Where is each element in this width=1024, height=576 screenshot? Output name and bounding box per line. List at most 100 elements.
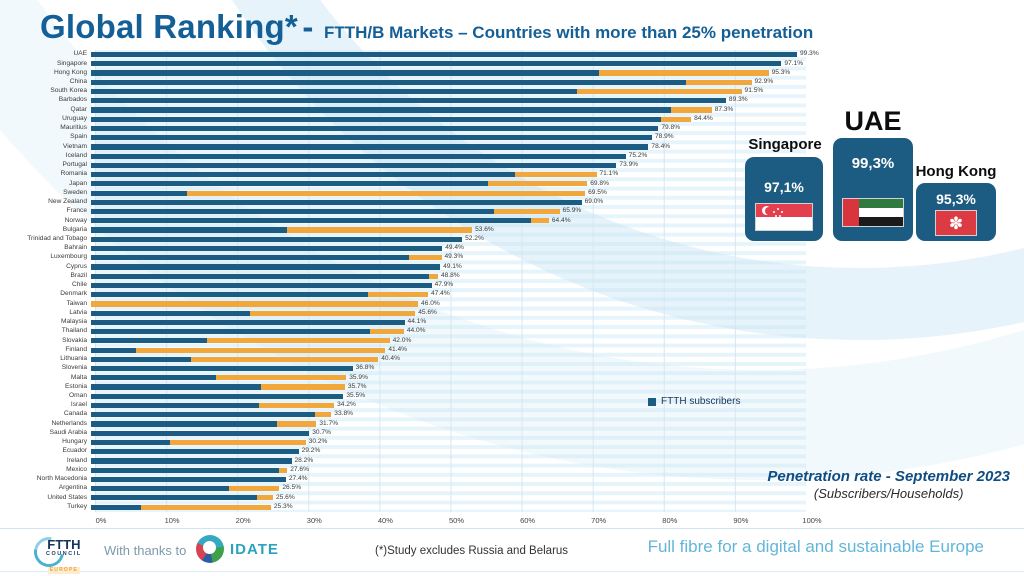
country-label: Argentina xyxy=(58,484,87,492)
chart-row: Hungary 30.2% xyxy=(6,438,866,447)
chart-row: China 92.9% xyxy=(6,78,866,87)
idate-logo: IDATE xyxy=(196,535,279,563)
value-label: 64.4% xyxy=(551,216,571,224)
bar-segment-subscribers xyxy=(91,393,344,399)
bar-track: 71.1% xyxy=(91,170,802,179)
bar-segment-subscribers xyxy=(91,384,261,390)
bar-segment-additional xyxy=(206,338,390,344)
chart-row: Slovakia 42.0% xyxy=(6,336,866,345)
bar-segment-subscribers xyxy=(91,98,726,104)
bar-segment-subscribers xyxy=(91,458,292,464)
bar-segment-subscribers xyxy=(91,356,192,362)
bar-segment-additional xyxy=(228,486,280,492)
chart-row: Taiwan 46.0% xyxy=(6,299,866,308)
bar-segment-subscribers xyxy=(91,439,170,446)
chart-row: Saudi Arabia 30.7% xyxy=(6,429,866,438)
value-label: 65.9% xyxy=(562,207,582,215)
value-label: 97.1% xyxy=(784,59,804,67)
bar-segment-additional xyxy=(514,172,597,178)
value-label: 47.4% xyxy=(431,290,450,298)
value-label: 34.2% xyxy=(337,401,356,409)
tagline: Full fibre for a digital and sustainable… xyxy=(647,537,984,556)
value-label: 48.8% xyxy=(440,271,460,279)
bar-segment-subscribers xyxy=(91,282,432,289)
bar-segment-additional xyxy=(494,209,560,215)
bar-track: 42.0% xyxy=(91,336,802,345)
chart-row: Bahrain 49.4% xyxy=(6,244,866,253)
with-thanks-text: With thanks to xyxy=(104,543,187,558)
bar-segment-subscribers xyxy=(91,264,441,270)
value-label: 49.3% xyxy=(444,253,464,261)
country-label: Ecuador xyxy=(62,447,87,455)
value-label: 26.5% xyxy=(282,484,302,492)
chart-row: Israel 34.2% xyxy=(6,401,866,410)
bar-track: 40.4% xyxy=(91,355,802,364)
bar-segment-subscribers xyxy=(91,365,353,372)
bar-track: 33.8% xyxy=(91,410,802,419)
bar-track: 29.2% xyxy=(91,447,802,456)
bar-segment-subscribers xyxy=(91,172,515,178)
country-label: Japan xyxy=(69,179,87,187)
bar-segment-additional xyxy=(258,402,335,409)
chart-row: Latvia 45.6% xyxy=(6,309,866,318)
bar-segment-subscribers xyxy=(91,218,532,224)
bar-track: 47.4% xyxy=(91,290,802,299)
country-label: Brazil xyxy=(70,271,88,279)
value-label: 71.1% xyxy=(599,170,619,178)
bar-segment-subscribers xyxy=(91,430,310,436)
value-label: 73.9% xyxy=(619,161,639,169)
bar-segment-subscribers xyxy=(91,190,187,196)
legend-swatch-blue xyxy=(648,397,656,406)
value-label: 99.3% xyxy=(800,50,819,58)
bar-segment-additional xyxy=(278,467,288,473)
title-subtitle: FTTH/B Markets – Countries with more tha… xyxy=(323,23,814,42)
x-axis-tick: 100% xyxy=(802,516,822,525)
country-label: Sweden xyxy=(63,188,87,196)
x-axis-tick: 0% xyxy=(95,516,107,525)
country-label: Barbados xyxy=(58,96,87,104)
chart-row: UAE 99.3% xyxy=(6,50,866,59)
bar-track: 30.2% xyxy=(91,438,802,447)
country-label: Chile xyxy=(71,281,87,289)
bar-track: 35.5% xyxy=(91,392,802,401)
country-label: Slovakia xyxy=(62,336,87,344)
country-label: Thailand xyxy=(61,327,87,335)
singapore-flag-icon xyxy=(755,203,813,231)
x-axis: 0% 10% 20% 30% 40% 50% 60% 70% 80% 90% 100% xyxy=(96,514,822,528)
council-logo-ftth: FTTH xyxy=(47,537,81,552)
country-label: China xyxy=(69,78,87,86)
bar-track: 46.0% xyxy=(91,299,802,308)
value-label: 41.4% xyxy=(388,345,408,353)
country-label: Denmark xyxy=(60,290,87,298)
bar-segment-subscribers xyxy=(91,199,582,205)
bar-segment-subscribers xyxy=(91,476,286,482)
chart-row: Finland 41.4% xyxy=(6,346,866,355)
bar-track: 53.6% xyxy=(91,225,802,234)
value-label: 78.9% xyxy=(654,133,674,141)
value-label: 25.3% xyxy=(273,502,293,510)
bar-segment-subscribers xyxy=(91,79,687,85)
bar-segment-subscribers xyxy=(91,467,279,473)
bar-segment-additional xyxy=(314,412,332,418)
bar-segment-additional xyxy=(191,356,379,362)
country-label: Israel xyxy=(70,401,87,409)
country-label: Cyprus xyxy=(66,262,87,270)
x-axis-tick: 80% xyxy=(662,516,678,525)
chart-row: Estonia 35.7% xyxy=(6,382,866,391)
bar-track: 89.3% xyxy=(91,96,802,105)
x-axis-tick: 40% xyxy=(377,516,393,525)
bar-segment-subscribers xyxy=(91,329,370,335)
chart-row: Brazil 48.8% xyxy=(6,272,866,281)
bar-segment-subscribers xyxy=(91,402,259,409)
x-axis-tick: 50% xyxy=(448,516,465,525)
bar-track: 69.8% xyxy=(91,179,802,188)
bar-segment-subscribers xyxy=(91,421,278,427)
bar-segment-subscribers xyxy=(91,116,662,122)
country-label: South Korea xyxy=(50,87,87,95)
podium-box-hong-kong: 95,3% ✽ xyxy=(916,183,996,241)
bar-segment-subscribers xyxy=(91,209,495,215)
value-label: 44.0% xyxy=(406,327,426,335)
value-label: 49.4% xyxy=(445,244,464,252)
x-axis-tick: 60% xyxy=(520,516,536,525)
podium-value-hong-kong: 95,3% xyxy=(936,191,976,207)
